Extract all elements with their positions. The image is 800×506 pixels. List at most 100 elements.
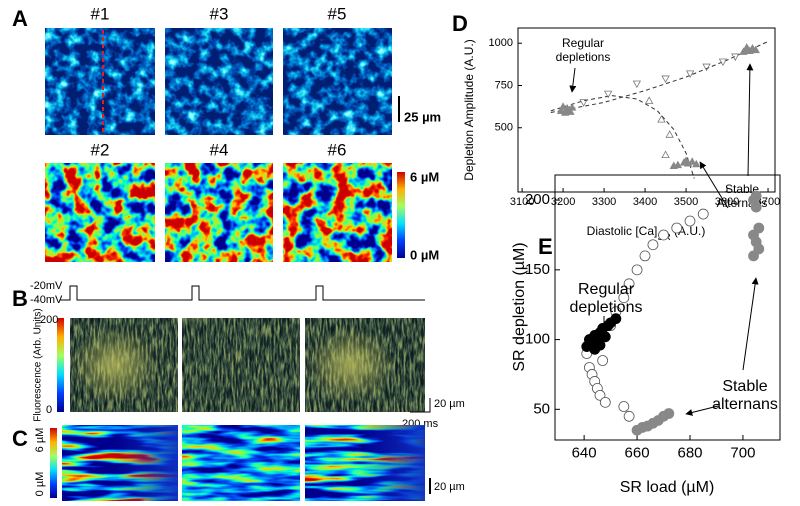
tile-label: #1 (91, 4, 110, 23)
panel-letter: B (12, 286, 28, 311)
panel-letter: C (12, 426, 28, 451)
colorbar-min: 0 (46, 404, 52, 416)
data-point (647, 239, 659, 251)
data-point (731, 53, 740, 62)
annotation: Stable (725, 182, 759, 196)
data-point (748, 250, 759, 262)
data-point (661, 75, 670, 84)
x-tick-label: 3400 (633, 196, 657, 208)
data-point (556, 106, 566, 115)
annotation: depletions (570, 299, 643, 316)
panel-c: C 6 µM 0 µM 20 µm (12, 425, 465, 501)
colorbar-max: 6 µM (410, 169, 439, 184)
data-point (661, 150, 670, 159)
annotation: Regular (562, 36, 604, 50)
y-tick-label: 200 (525, 191, 550, 208)
tile-label: #6 (328, 140, 347, 159)
y-axis-label: Depletion Amplitude (A.U.) (462, 39, 476, 180)
panel-b: B -20mV -40mV 200 0 Fluorescence (Arb. U… (12, 280, 465, 430)
y-tick-label: 50 (533, 400, 550, 417)
scale-bar (410, 398, 431, 413)
x-tick-label: 3100 (510, 196, 534, 208)
data-point (618, 292, 630, 304)
tile-label: #4 (210, 140, 229, 159)
scale-label: 20 µm (434, 481, 465, 493)
data-point (751, 45, 760, 54)
data-point (669, 161, 678, 169)
panel-a: A #1 #3 #5 #2 #4 #6 25 µm 6 µM 0 µM (12, 4, 441, 262)
annotation-arrow (742, 277, 759, 371)
x-axis-label-part: SR load (µM) (620, 479, 715, 496)
data-point (579, 99, 588, 107)
image-tile (165, 163, 273, 262)
colorbar (57, 318, 64, 412)
plot-frame (517, 27, 776, 193)
line-scan-image (182, 318, 300, 412)
data-point (750, 201, 762, 213)
tile-label: #2 (91, 140, 110, 159)
data-point (684, 215, 696, 227)
voltage-label: -20mV (30, 280, 63, 292)
data-point (603, 90, 613, 99)
data-point (658, 229, 669, 241)
heatmap-fade (305, 425, 425, 501)
panel-letter: E (538, 234, 553, 259)
data-point (665, 130, 674, 138)
data-point (644, 96, 654, 104)
fit-curve (550, 95, 695, 179)
image-tile (283, 28, 392, 135)
tile-label: #5 (328, 4, 347, 23)
x-tick-label: 3200 (551, 196, 575, 208)
colorbar-max: 200 (40, 314, 58, 326)
heatmap-fade (62, 425, 178, 501)
y-tick-label: 750 (495, 79, 513, 91)
y-tick-label: 100 (525, 331, 550, 348)
tile-label: #3 (210, 4, 229, 23)
annotation: Stable (722, 378, 767, 395)
colorbar-label: Fluorescence (Arb. Units) (33, 308, 44, 421)
image-tile (165, 28, 273, 135)
data-point (657, 114, 666, 123)
chart: 640 660 680 700 50 100 150 200 SR load (µM) SR de… (511, 174, 781, 496)
colorbar-min: 0 µM (34, 472, 46, 497)
fluorescence-glow (305, 327, 395, 403)
plot-frame (554, 174, 781, 441)
data-point (623, 410, 635, 422)
data-point (697, 208, 709, 220)
x-tick-label: 3700 (756, 196, 780, 208)
x-tick-label: 660 (625, 444, 650, 461)
data-point (631, 264, 643, 276)
y-axis-label: SR depletion (µM) (511, 242, 528, 371)
panel-letter: D (452, 11, 468, 36)
data-point (618, 401, 630, 412)
data-point (685, 70, 695, 78)
voltage-label: -40mV (30, 294, 63, 306)
data-point (566, 107, 575, 115)
data-point (558, 102, 568, 110)
data-point (718, 58, 728, 67)
data-point (742, 43, 751, 51)
data-point (702, 63, 711, 72)
data-point (692, 159, 701, 168)
data-point (597, 355, 609, 366)
data-point (623, 278, 635, 290)
annotation: Regular (578, 281, 635, 298)
annotation-arrow (569, 67, 577, 93)
image-tile (45, 163, 155, 262)
colorbar-min: 0 µM (410, 247, 439, 262)
heatmap (182, 425, 300, 501)
x-tick-label: 680 (677, 444, 702, 461)
data-point (671, 222, 683, 234)
chart: 3100 3200 3300 3400 3500 3600 3700 500 750 1000 Di… (462, 27, 780, 243)
scale-label: 25 µm (404, 109, 441, 124)
data-point (639, 250, 651, 262)
x-tick-label: 640 (572, 444, 597, 461)
data-point (681, 156, 691, 164)
x-tick-label: 3300 (592, 196, 616, 208)
colorbar (397, 172, 405, 258)
voltage-trace (60, 285, 425, 301)
data-point (688, 157, 697, 165)
y-tick-label: 500 (495, 122, 513, 134)
y-tick-label: 150 (525, 261, 550, 278)
